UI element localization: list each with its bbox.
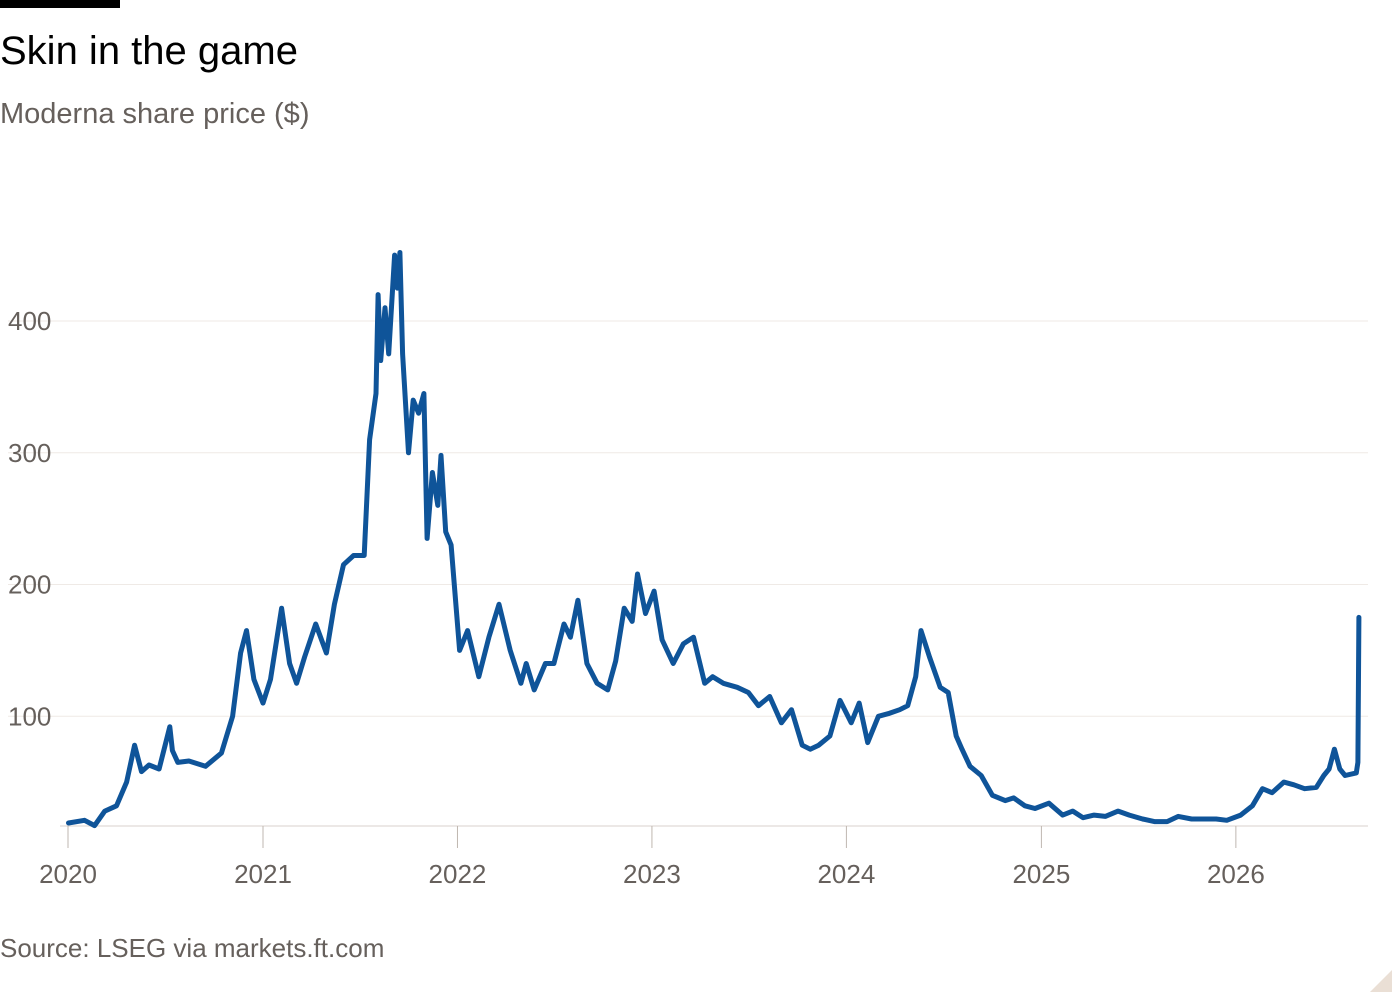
x-tick-label: 2023 (623, 859, 681, 889)
series-line (66, 250, 1362, 829)
top-accent-bar (0, 0, 120, 8)
x-tick-label: 2021 (234, 859, 292, 889)
x-tick-label: 2025 (1012, 859, 1070, 889)
source-note: Source: LSEG via markets.ft.com (0, 933, 385, 963)
x-axis-ticks: 2020 2021 2022 2023 2024 2025 2026 (39, 826, 1265, 889)
y-tick-label: 400 (8, 306, 51, 336)
chart-subtitle: Moderna share price ($) (0, 98, 310, 130)
x-tick-label: 2024 (817, 859, 875, 889)
chart-title: Skin in the game (0, 29, 298, 73)
grid (8, 320, 1368, 717)
x-tick-label: 2020 (39, 859, 97, 889)
y-axis-ticks: 100 200 300 400 (8, 306, 51, 731)
y-tick-label: 200 (8, 570, 51, 600)
x-tick-label: 2026 (1207, 859, 1265, 889)
y-tick-label: 300 (8, 438, 51, 468)
corner-mark (1370, 970, 1392, 992)
x-tick-label: 2022 (429, 859, 487, 889)
y-tick-label: 100 (8, 701, 51, 731)
